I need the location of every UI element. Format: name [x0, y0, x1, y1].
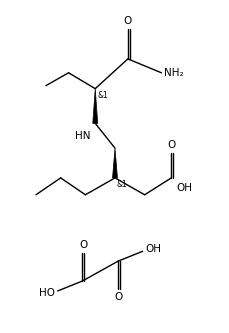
Text: HO: HO	[38, 288, 55, 298]
Text: O: O	[123, 16, 131, 26]
Text: &1: &1	[97, 91, 107, 100]
Text: O: O	[166, 140, 175, 150]
Polygon shape	[92, 89, 97, 123]
Text: OH: OH	[145, 244, 161, 254]
Text: O: O	[114, 292, 123, 302]
Text: O: O	[79, 240, 87, 250]
Text: &1: &1	[117, 180, 127, 189]
Text: OH: OH	[175, 183, 191, 193]
Polygon shape	[112, 148, 117, 178]
Text: NH₂: NH₂	[164, 68, 183, 78]
Text: HN: HN	[74, 131, 90, 141]
